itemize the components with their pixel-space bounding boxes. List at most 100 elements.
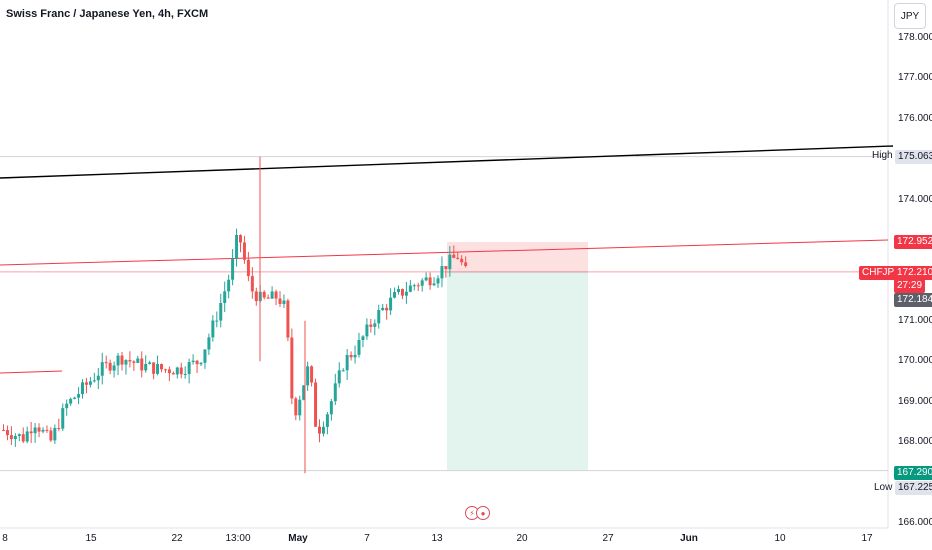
candle-body [191,360,195,363]
candle-body [37,427,41,432]
candle-body [33,427,37,434]
candle-body [302,385,306,400]
candle-body [270,291,274,299]
date-tick: May [288,533,308,544]
currency-button[interactable]: JPY [894,3,926,29]
candle-body [242,242,246,260]
candle-body [156,364,160,374]
price-tick: 168.000 [898,436,932,447]
candle-body [215,320,219,322]
candle-body [148,362,152,365]
candle-body [152,362,156,374]
date-tick: 20 [516,533,528,544]
candle-body [452,254,456,258]
target-price-badge: 172.952 [894,235,932,249]
candle-body [377,310,381,324]
candle-body [345,355,349,371]
stop-loss-zone [447,241,588,272]
candle-body [61,408,65,429]
candle-body [179,367,183,375]
candle-body [444,266,448,270]
low-value-badge: 167.225 [895,481,932,495]
candle-body [389,297,393,311]
candle-body [84,382,88,385]
candle-body [310,366,314,383]
date-tick: 13 [431,533,443,544]
candle-body [163,369,167,371]
candle-body [5,430,9,436]
candle-body [333,383,337,402]
candle-body [13,436,17,440]
candle-body [207,337,211,350]
candle-body [25,431,29,442]
candle-body [278,298,282,304]
candle-body [239,235,242,243]
candle-body [416,285,420,287]
candle-body [171,373,175,375]
candle-body [231,258,235,280]
candle-body [254,291,258,302]
candle-body [412,285,416,287]
candle-body [397,288,400,293]
record-icon[interactable]: ● [476,506,490,520]
candle-body [187,362,191,374]
candle-body [195,360,199,365]
symbol-badge: CHFJPY [859,266,904,280]
current-price-badge: 172.210 [894,266,932,280]
candle-body [17,434,21,437]
countdown-badge: 27:29 [894,279,926,293]
candle-body [432,283,436,286]
candle-body [41,429,45,432]
candle-body [140,358,144,371]
candle-body [96,375,100,381]
price-tick: 166.000 [898,516,932,528]
price-tick: 177.000 [898,72,932,84]
candle-body [49,430,53,441]
candle-body [175,367,179,375]
candle-body [235,235,239,259]
candle-body [290,337,294,399]
candle-body [385,307,389,311]
candle-body [381,307,385,311]
candle-body [318,426,321,434]
candle-body [365,324,369,337]
candle-body [250,276,254,292]
date-tick: 22 [171,533,183,544]
candle-body [45,429,49,431]
candle-body [369,324,373,327]
price-tick: 169.000 [898,395,932,407]
stop-price-badge: 167.290 [894,466,932,480]
candle-body [404,291,408,296]
candle-body [132,361,136,363]
candle-body [460,258,464,263]
candle-body [393,292,397,298]
take-profit-zone [447,271,588,471]
candle-body [53,428,57,441]
candle-body [104,362,108,364]
price-tick: 170.000 [898,355,932,367]
low-label: Low [874,482,893,493]
trend-line-red [0,239,889,266]
candle-body [199,362,203,365]
candle-body [65,403,69,409]
price-tick: 171.000 [898,314,932,326]
candle-body [112,365,116,371]
price-tick: 176.000 [898,112,932,124]
candle-body [223,291,227,303]
short-hline [0,370,63,374]
candle-body [282,300,286,304]
candle-body [144,364,148,371]
candle-body [81,382,84,395]
candle-body [274,291,278,299]
high-value-badge: 175.063 [895,150,932,164]
candle-body [128,360,132,362]
date-tick: 7 [364,533,370,544]
candle-body [325,414,329,427]
candle-body [321,426,325,434]
candle-body [29,431,33,434]
candle-body [124,360,128,365]
candle-body [306,366,310,386]
date-tick: 8 [2,533,8,544]
